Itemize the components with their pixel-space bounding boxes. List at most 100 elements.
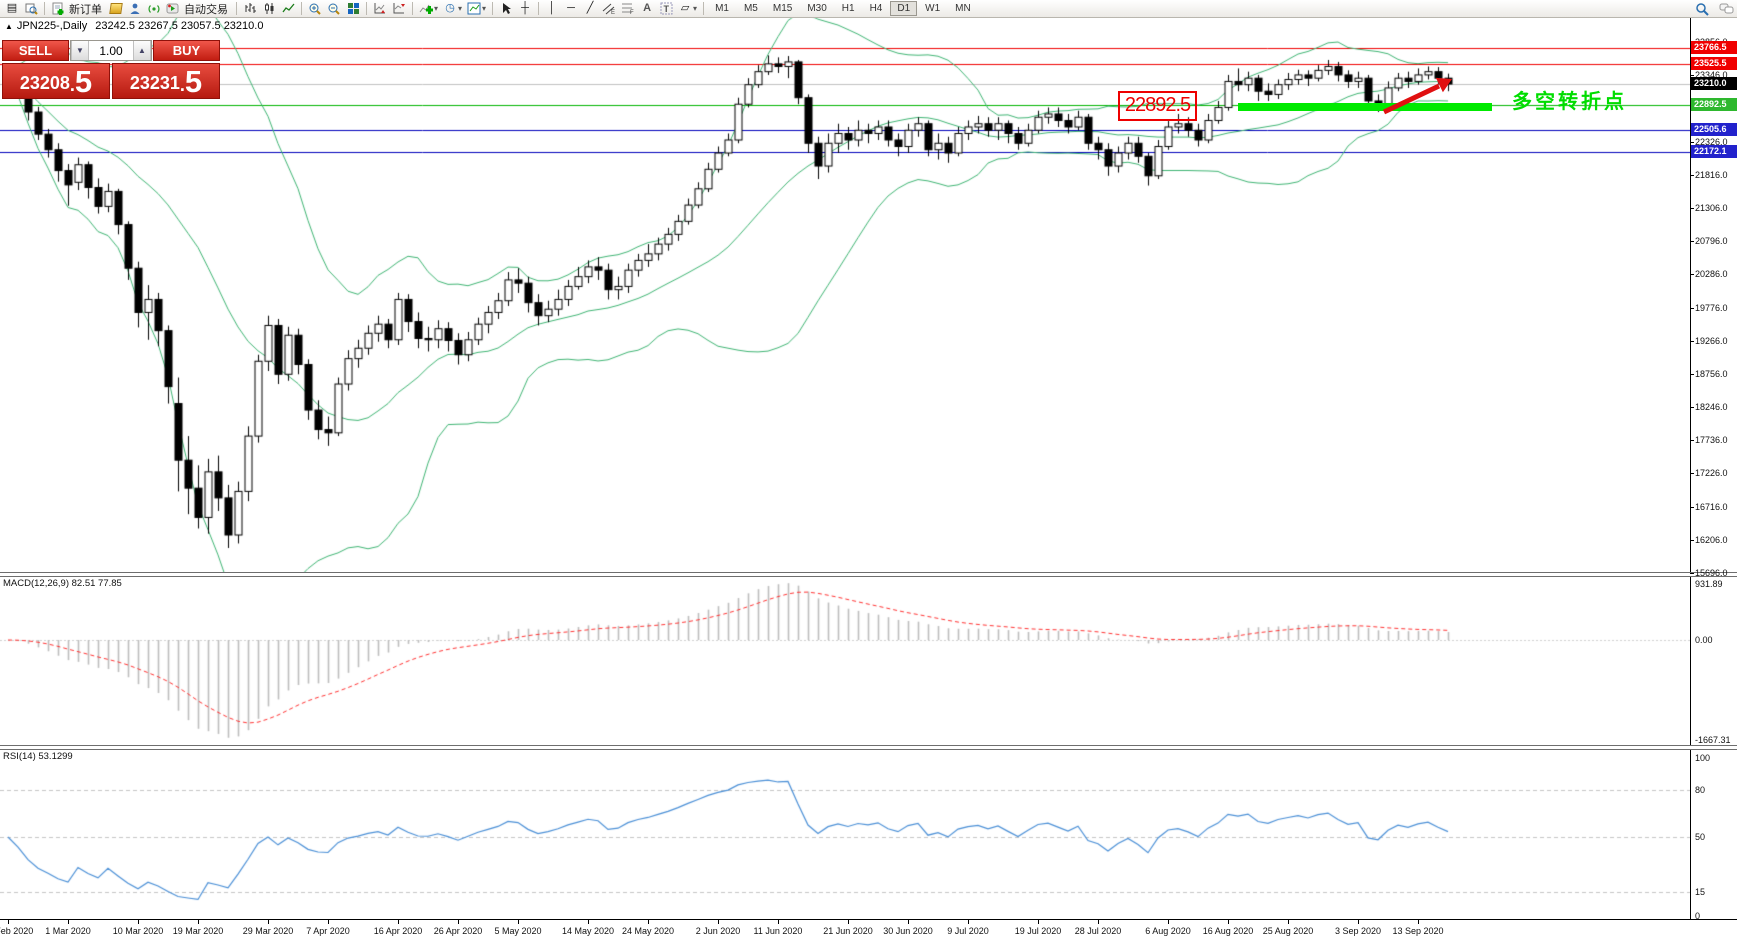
price-axis-tick: [1690, 274, 1694, 275]
date-axis-label: 25 Aug 2020: [1262, 926, 1314, 936]
indicators-icon[interactable]: [417, 1, 435, 16]
trendline-icon[interactable]: ╱: [586, 2, 594, 14]
sell-price-dot: .: [69, 75, 75, 95]
shapes-dropdown-icon[interactable]: ▾: [693, 4, 698, 13]
timeframe-d1-button[interactable]: D1: [890, 1, 918, 16]
price-callout-box[interactable]: 22892.5: [1118, 91, 1197, 121]
price-axis-tick: [1690, 308, 1694, 309]
turning-point-note[interactable]: 多空转折点: [1512, 89, 1627, 113]
date-axis-tick: [848, 920, 849, 924]
timeframe-h1-button[interactable]: H1: [841, 3, 855, 14]
date-axis-tick: [1418, 920, 1419, 924]
equidistant-channel-icon[interactable]: E: [600, 1, 618, 16]
price-axis-label: 19776.0: [1695, 302, 1728, 313]
trend-arrow[interactable]: [1376, 72, 1460, 118]
rsi-pane-canvas[interactable]: [0, 749, 1690, 918]
market-watch-icon[interactable]: [22, 1, 40, 16]
svg-text:T: T: [663, 4, 669, 14]
buy-price-tile[interactable]: 23231. 5: [112, 63, 220, 99]
candlestick-mode-icon[interactable]: [260, 1, 278, 16]
timeframe-m5-button[interactable]: M5: [743, 3, 758, 14]
sell-button[interactable]: SELL: [2, 40, 69, 61]
templates-dropdown-icon[interactable]: ▾: [482, 4, 487, 13]
timeframe-h4-button[interactable]: H4: [869, 3, 883, 14]
vertical-line-icon[interactable]: │: [548, 2, 556, 14]
date-axis-label: 7 Apr 2020: [306, 926, 350, 936]
macd-axis-label: -1667.31: [1695, 735, 1731, 746]
timeframe-m15-button[interactable]: M15: [772, 3, 793, 14]
date-axis-label: 24 May 2020: [621, 926, 675, 936]
rsi-indicator-label: RSI(14) 53.1299: [3, 751, 73, 762]
macd-axis-label: 0.00: [1695, 635, 1713, 645]
cursor-icon[interactable]: [497, 1, 515, 16]
volume-up-button[interactable]: ▲: [133, 41, 151, 60]
horizontal-line-icon[interactable]: ─: [567, 2, 575, 14]
date-axis-label: 19 Mar 2020: [172, 926, 224, 936]
price-level-label: 23766.5: [1691, 40, 1737, 54]
fibonacci-icon[interactable]: F: [619, 1, 637, 16]
autotrading-icon[interactable]: [164, 1, 182, 16]
price-axis-label: 20286.0: [1695, 269, 1728, 280]
pane-separator[interactable]: [0, 572, 1737, 577]
date-axis-label: 2 Jun 2020: [695, 926, 741, 936]
community-profile-icon[interactable]: [126, 1, 144, 16]
price-axis-tick: [1690, 407, 1694, 408]
auto-scroll-icon[interactable]: [371, 1, 389, 16]
macd-pane-canvas[interactable]: [0, 576, 1690, 746]
date-axis-label: 3 Sep 2020: [1334, 926, 1382, 936]
buy-price-dot: .: [179, 75, 185, 95]
price-axis-tick: [1690, 175, 1694, 176]
chat-icon[interactable]: [1717, 1, 1735, 16]
date-axis-tick: [718, 920, 719, 924]
one-click-collapse-icon[interactable]: ▲: [5, 22, 13, 31]
main-toolbar: ▤ 新订单 自动交易: [0, 0, 1737, 18]
volume-input[interactable]: [89, 41, 133, 60]
crosshair-icon[interactable]: ┼: [521, 2, 529, 14]
signals-icon[interactable]: [145, 1, 163, 16]
text-label-icon[interactable]: T: [657, 1, 675, 16]
rsi-axis-label: 80: [1695, 784, 1706, 795]
new-order-button[interactable]: 新订单: [69, 3, 102, 16]
pane-separator[interactable]: [0, 745, 1737, 750]
price-axis-label: 18756.0: [1695, 368, 1728, 379]
metaeditor-icon[interactable]: [107, 1, 125, 16]
price-axis-label: 16716.0: [1695, 501, 1728, 512]
new-order-icon[interactable]: [49, 1, 67, 16]
date-axis-label: 19 Jul 2020: [1014, 926, 1062, 936]
search-icon[interactable]: [1693, 1, 1711, 16]
chart-shift-icon[interactable]: [390, 1, 408, 16]
periods-dropdown-icon[interactable]: ▾: [458, 4, 463, 13]
price-axis-tick: [1690, 341, 1694, 342]
date-axis-label: 1 Mar 2020: [45, 926, 91, 936]
price-axis-tick: [1690, 142, 1694, 143]
periods-clock-icon[interactable]: ◷: [445, 2, 455, 14]
timeframe-mn-button[interactable]: MN: [955, 3, 971, 14]
buy-button[interactable]: BUY: [153, 40, 220, 61]
price-level-label: 23525.5: [1691, 56, 1737, 70]
main-chart-canvas[interactable]: [0, 17, 1690, 572]
sell-price-tile[interactable]: 23208. 5: [2, 63, 110, 99]
line-chart-mode-icon[interactable]: [279, 1, 297, 16]
price-axis-tick: [1690, 75, 1694, 76]
date-axis-line: [0, 919, 1737, 920]
support-band-line[interactable]: [1238, 103, 1492, 111]
autotrading-button[interactable]: 自动交易: [184, 3, 228, 16]
price-axis-line: [1690, 17, 1691, 919]
volume-down-button[interactable]: ▼: [71, 41, 89, 60]
timeframe-w1-button[interactable]: W1: [925, 3, 941, 14]
text-icon[interactable]: A: [643, 2, 652, 14]
price-level-label: 22505.6: [1691, 122, 1737, 136]
bar-chart-mode-icon[interactable]: [241, 1, 259, 16]
date-axis-label: 21 Jun 2020: [823, 926, 873, 936]
timeframe-m30-button[interactable]: M30: [807, 3, 827, 14]
price-axis-tick: [1690, 374, 1694, 375]
indicators-dropdown-icon[interactable]: ▾: [434, 4, 439, 13]
buy-price-main: 23231: [129, 73, 180, 93]
charts-panel-icon[interactable]: ▤: [6, 2, 18, 14]
timeframe-m1-button[interactable]: M1: [715, 3, 729, 14]
tile-windows-icon[interactable]: [344, 1, 362, 16]
templates-icon[interactable]: [465, 1, 483, 16]
shapes-icon[interactable]: ▱: [680, 2, 690, 14]
zoom-out-icon[interactable]: [325, 1, 343, 16]
zoom-in-icon[interactable]: [306, 1, 324, 16]
